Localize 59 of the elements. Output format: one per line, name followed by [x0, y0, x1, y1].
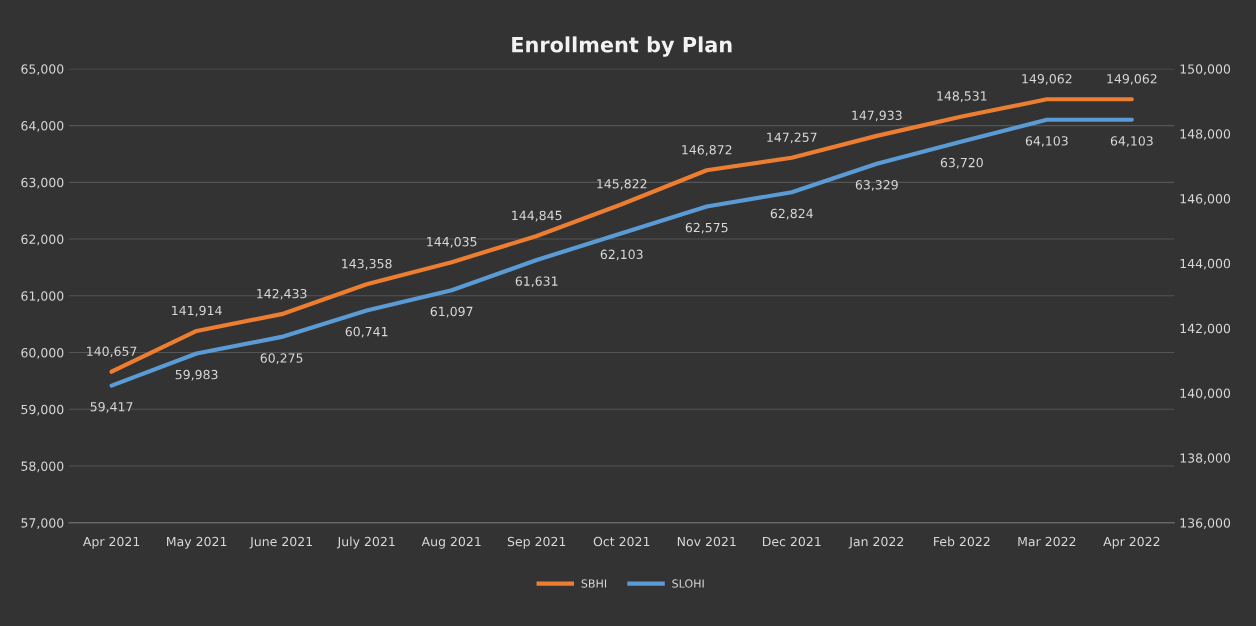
data-label: 62,824 [770, 208, 813, 220]
y2-tick-label: 140,000 [1180, 388, 1231, 400]
y-tick-label: 57,000 [21, 518, 64, 529]
y-tick-label: 63,000 [21, 177, 64, 189]
data-label: 59,417 [90, 401, 133, 413]
data-label: 60,741 [345, 326, 388, 338]
data-label: 140,657 [87, 346, 137, 358]
y2-tick-label: 144,000 [1180, 258, 1231, 270]
x-tick-label: Dec 2021 [763, 536, 821, 547]
x-tick-label: Nov 2021 [677, 536, 736, 547]
x-tick-label: July 2021 [336, 536, 395, 549]
y-tick-label: 60,000 [21, 347, 64, 359]
y2-tick-label: 138,000 [1180, 453, 1231, 465]
y-tick-label: 59,000 [21, 404, 64, 416]
data-label: 142,433 [257, 288, 307, 300]
data-label: 141,914 [172, 305, 222, 317]
data-label: 149,062 [1022, 74, 1072, 85]
y2-tick-label: 148,000 [1180, 129, 1231, 140]
x-tick-label: Apr 2022 [1103, 536, 1160, 549]
y-tick-label: 58,000 [21, 461, 64, 473]
data-label: 62,103 [600, 249, 643, 261]
x-tick-label: Feb 2022 [934, 536, 990, 547]
x-tick-label: Jan 2022 [848, 536, 904, 549]
y-tick-label: 62,000 [21, 234, 64, 246]
data-label: 60,275 [260, 353, 303, 365]
data-label: 145,822 [597, 179, 647, 190]
data-label: 148,531 [937, 91, 987, 102]
data-label: 143,358 [342, 258, 392, 270]
data-label: 63,329 [855, 180, 898, 191]
x-tick-label: June 2021 [249, 536, 312, 549]
legend-label: SBHI [581, 579, 607, 588]
data-label: 144,845 [512, 210, 562, 222]
data-label: 59,983 [175, 369, 218, 381]
x-tick-label: Oct 2021 [593, 536, 650, 547]
data-label: 146,872 [682, 144, 732, 156]
y2-tick-label: 142,000 [1180, 323, 1231, 335]
chart-title: Enrollment by Plan [512, 36, 732, 57]
x-tick-label: May 2021 [167, 536, 227, 549]
x-tick-label: Aug 2021 [421, 536, 481, 549]
data-label: 64,103 [1110, 136, 1153, 147]
y2-tick-label: 146,000 [1180, 194, 1231, 205]
data-label: 63,720 [940, 157, 983, 169]
data-label: 144,035 [427, 236, 477, 248]
x-tick-label: Mar 2022 [1018, 536, 1076, 547]
data-label: 62,575 [685, 222, 728, 234]
data-label: 61,631 [515, 276, 558, 288]
y-tick-label: 65,000 [21, 64, 64, 76]
x-tick-label: Sep 2021 [507, 536, 566, 549]
data-label: 147,257 [767, 132, 817, 144]
y-tick-label: 61,000 [21, 291, 64, 302]
data-label: 149,062 [1107, 74, 1157, 85]
legend-label: SLOHI [672, 579, 704, 588]
data-label: 61,097 [430, 306, 473, 318]
y-tick-label: 64,000 [21, 121, 64, 132]
y2-tick-label: 150,000 [1180, 64, 1231, 76]
data-label: 147,933 [852, 110, 902, 122]
x-tick-label: Apr 2021 [82, 536, 140, 549]
data-label: 64,103 [1025, 136, 1068, 147]
y2-tick-label: 136,000 [1180, 518, 1231, 529]
